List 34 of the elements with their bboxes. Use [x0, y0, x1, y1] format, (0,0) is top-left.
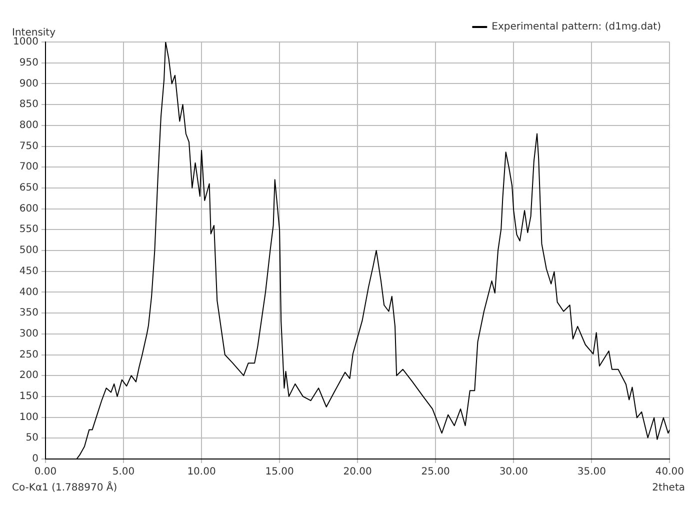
y-tick-label: 750	[19, 140, 38, 152]
y-tick-label: 1000	[12, 36, 38, 48]
x-tick-label: 40.00	[655, 466, 684, 478]
y-tick-label: 600	[19, 203, 38, 214]
x-axis-title: 2theta	[652, 482, 685, 494]
x-tick-label: 20.00	[343, 466, 372, 478]
x-tick-label: 35.00	[577, 466, 606, 478]
text: Co-Kα1 (1.788970 Å)	[12, 480, 118, 494]
x-tick-label: 30.00	[499, 466, 528, 478]
y-tick-label: 500	[19, 245, 38, 256]
y-tick-label: 100	[19, 412, 38, 423]
y-axis-title: Intensity	[12, 28, 56, 39]
y-tick-label: 800	[19, 120, 38, 131]
y-tick-label: 150	[19, 391, 38, 402]
y-tick-label: 250	[19, 349, 38, 360]
y-tick-label: 900	[19, 78, 38, 90]
x-tick-label: 15.00	[265, 466, 294, 478]
x-tick-label: 25.00	[421, 466, 450, 478]
x-tick-label: 0.00	[34, 466, 57, 478]
y-tick-label: 550	[19, 224, 38, 236]
y-tick-label: 450	[19, 266, 38, 277]
y-tick-label: 50	[26, 432, 38, 444]
x-tick-label: 5.00	[112, 466, 135, 478]
y-tick-label: 300	[19, 328, 38, 340]
y-tick-label: 400	[19, 286, 38, 298]
y-tick-label: 700	[19, 162, 38, 173]
y-tick-label: 200	[19, 370, 38, 382]
y-tick-label: 0	[32, 454, 38, 465]
y-tick-label: 650	[19, 182, 38, 194]
x-tick-label: 10.00	[187, 466, 216, 478]
y-tick-label: 950	[19, 57, 38, 68]
legend-label: Experimental pattern: (d1mg.dat)	[492, 22, 662, 33]
y-tick-label: 350	[19, 308, 38, 319]
y-tick-label: 850	[19, 99, 38, 110]
